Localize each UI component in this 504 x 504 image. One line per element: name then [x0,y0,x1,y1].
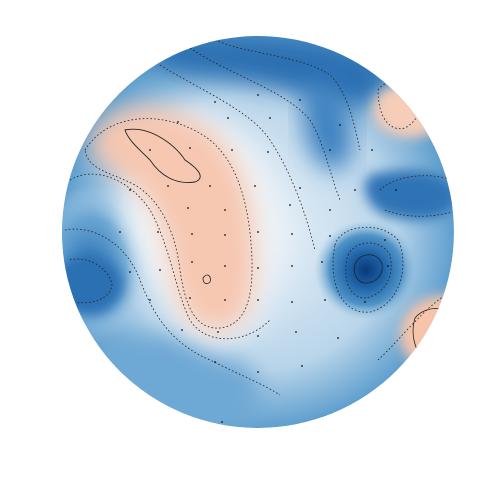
contour-blob-halo [332,226,404,313]
contour-top-1 [159,64,316,251]
contour-left-core [69,258,113,304]
contour-red-small [202,274,211,285]
sensor-markers [119,94,397,423]
contour-left-outer [64,228,281,396]
contour-blob-inner [353,254,383,284]
contour-zero-left [84,118,253,329]
field-left-core [62,255,123,315]
contour-blob-outer [345,242,392,299]
field-deep-blue-blob [314,220,418,320]
scalp-field [62,36,454,428]
contour-right-band-top [379,175,453,191]
contour-left-mid [69,173,271,339]
field-red-upper-right [372,82,448,138]
field-red-lobe [90,106,255,331]
field-right-band [365,170,454,220]
contour-red-peak [124,128,201,183]
contour-right-band-bottom [384,209,453,217]
field-right-blue [303,80,352,171]
